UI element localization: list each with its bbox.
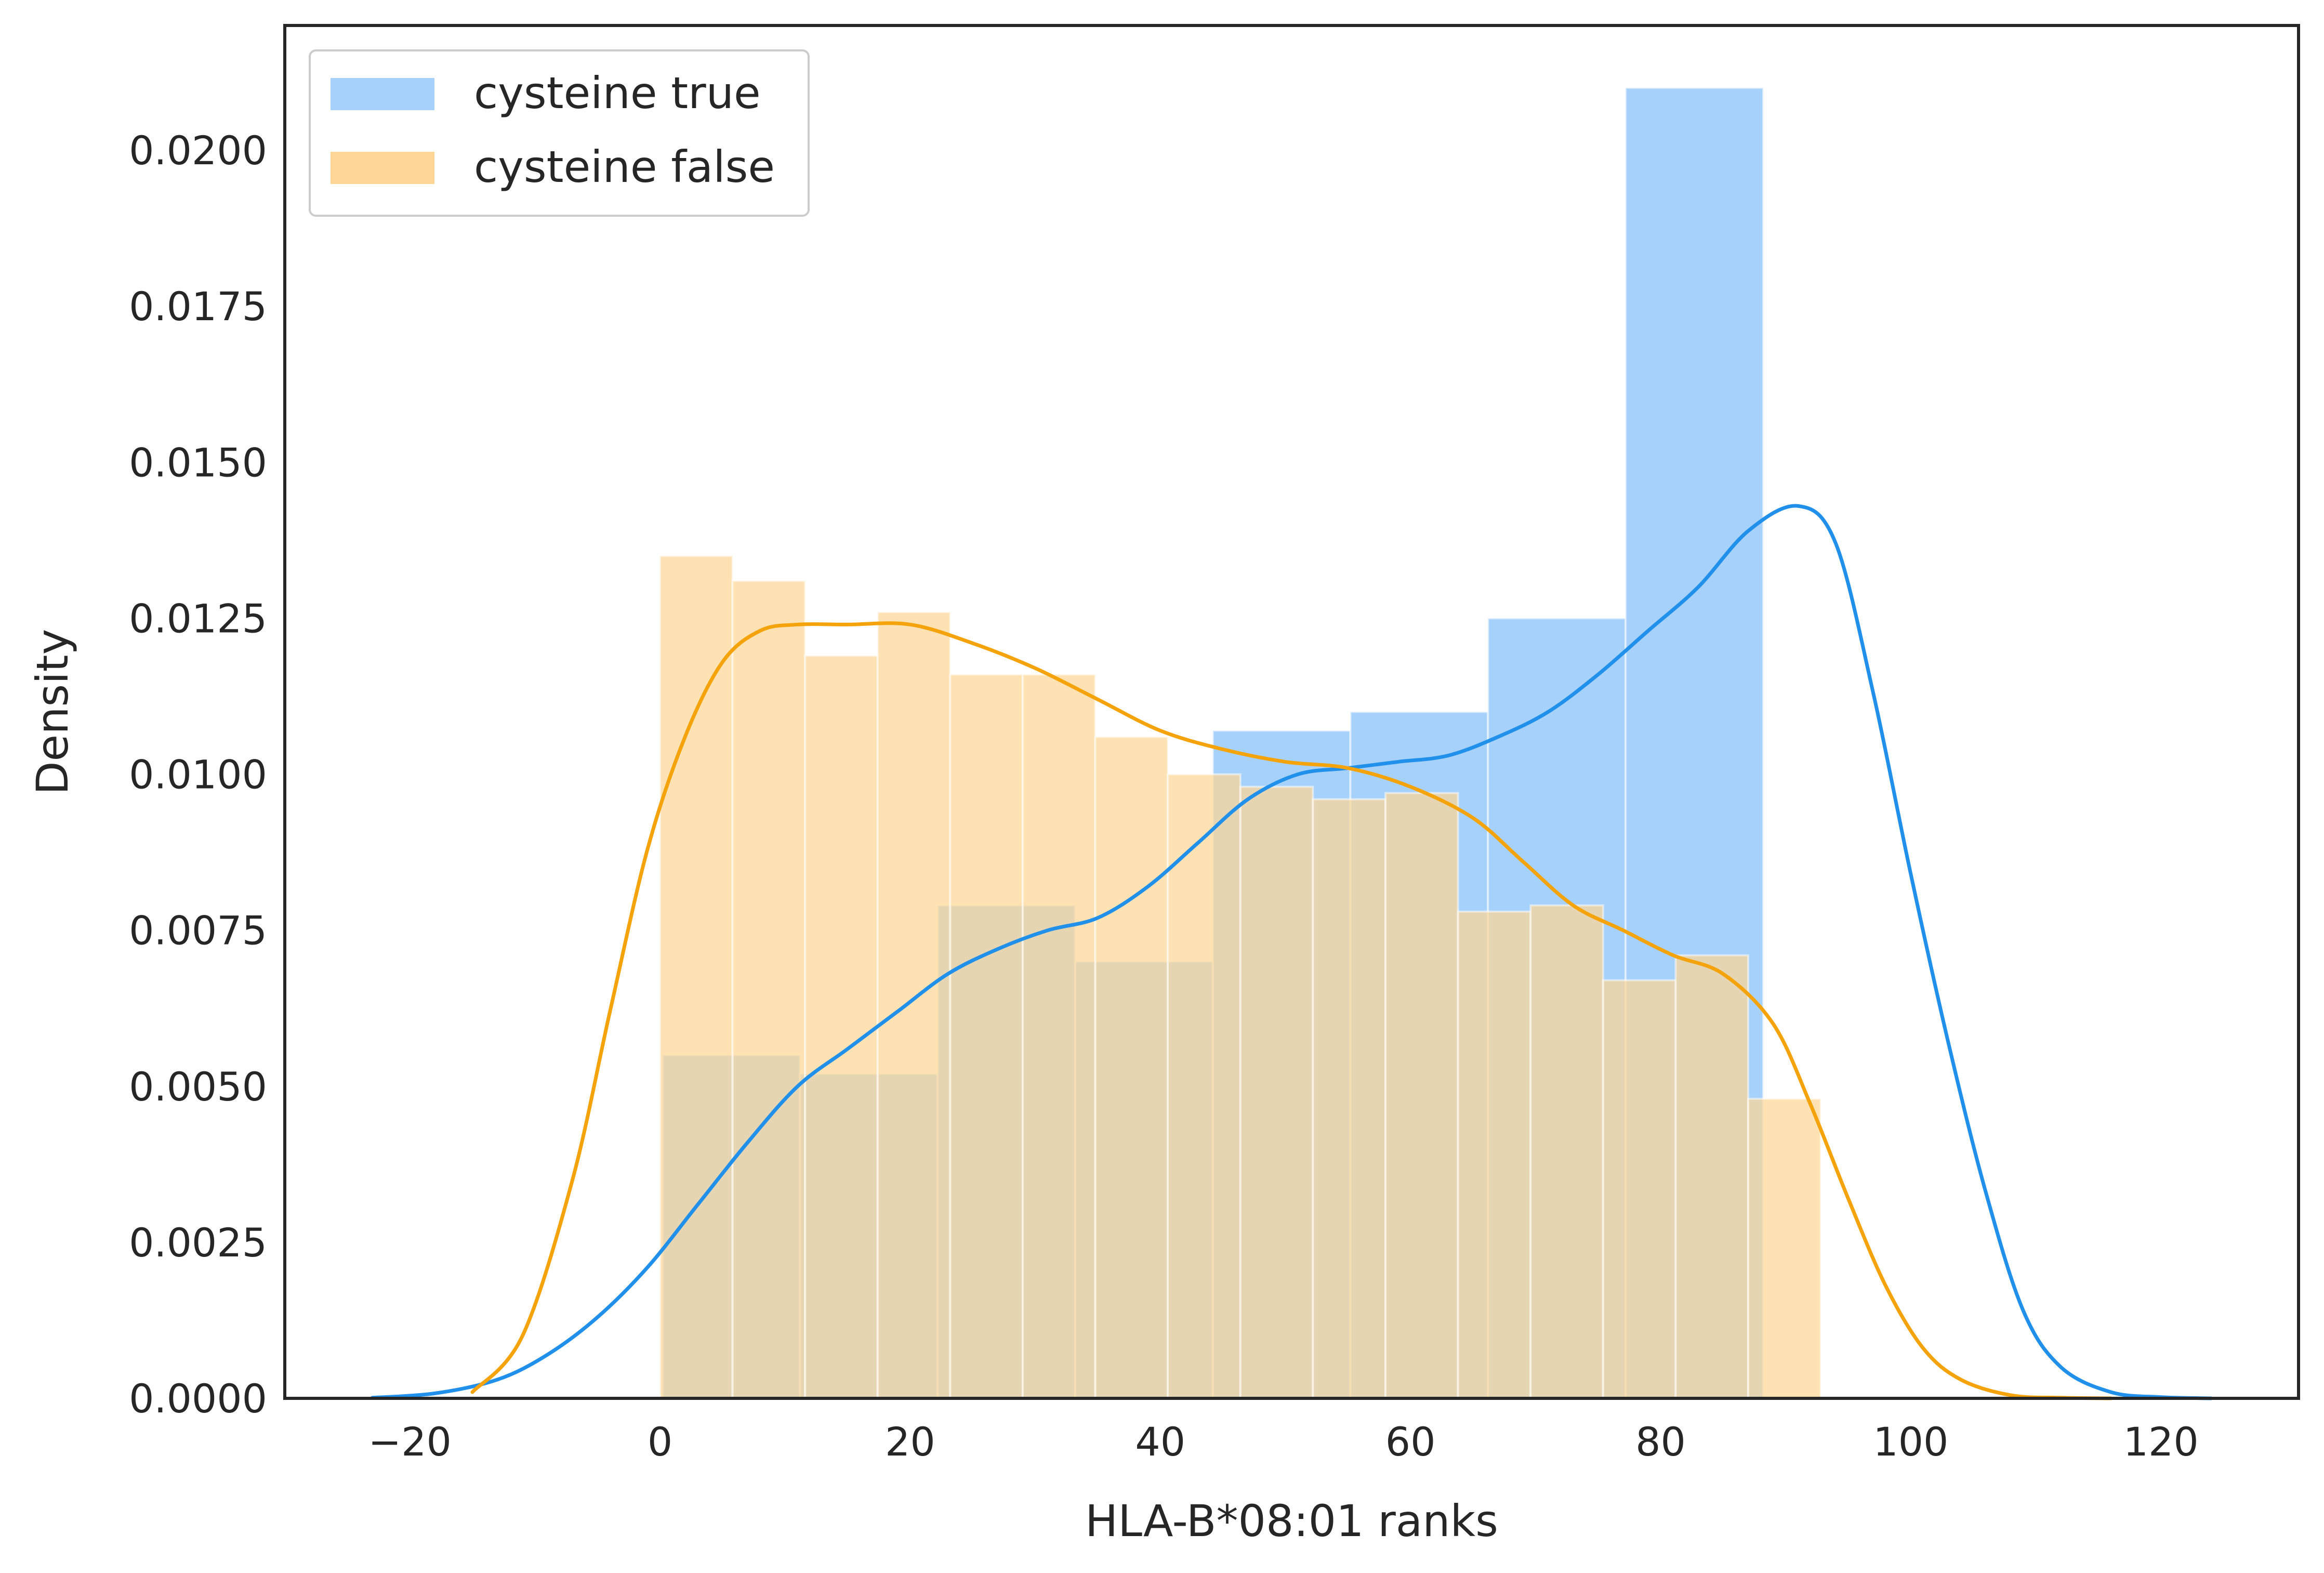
- legend-label-cysteine-true: cysteine true: [474, 68, 761, 119]
- axis-ticks: −20 0 20 40 60 80 100 120 0.0000 0.0025 0.0050 0.00…: [129, 127, 2199, 1465]
- hist-bar-cysteine-false: [804, 654, 879, 1399]
- hist-bar-cysteine-false: [1747, 1097, 1822, 1399]
- hist-bar-cysteine-false: [1239, 785, 1314, 1399]
- y-tick-label: 0.0000: [129, 1375, 267, 1422]
- kde-curves: [370, 504, 2213, 1400]
- x-tick-label: 20: [885, 1419, 935, 1465]
- y-tick-label: 0.0050: [129, 1064, 267, 1110]
- hist-bar-cysteine-false: [659, 555, 734, 1399]
- hist-bar-cysteine-false: [1384, 792, 1459, 1399]
- x-tick-label: 40: [1135, 1419, 1185, 1465]
- hist-bar-cysteine-false: [1602, 979, 1677, 1399]
- y-tick-label: 0.0175: [129, 283, 267, 330]
- x-tick-label: 80: [1635, 1419, 1686, 1465]
- hist-bar-cysteine-false: [1312, 798, 1387, 1399]
- y-axis-label: Density: [27, 629, 78, 795]
- legend-label-cysteine-false: cysteine false: [474, 141, 775, 192]
- hist-bar-cysteine-false: [1022, 673, 1097, 1399]
- legend-swatch-cysteine-true: [331, 78, 434, 110]
- y-tick-label: 0.0125: [129, 595, 267, 641]
- y-tick-label: 0.0025: [129, 1220, 267, 1266]
- kde-line-cysteine-false: [470, 621, 2113, 1400]
- kde-line-cysteine-true: [370, 504, 2213, 1400]
- hist-bar-cysteine-false: [949, 673, 1024, 1399]
- hist-bar-cysteine-false: [1094, 736, 1169, 1399]
- hist-bar-cysteine-false: [1529, 904, 1604, 1399]
- x-tick-label: 100: [1873, 1419, 1948, 1465]
- x-axis-label: HLA-B*08:01 ranks: [1085, 1496, 1498, 1546]
- x-tick-label: 120: [2123, 1419, 2199, 1465]
- plot-frame: [283, 24, 2300, 1400]
- y-tick-label: 0.0100: [129, 752, 267, 798]
- y-tick-label: 0.0075: [129, 908, 267, 954]
- y-tick-label: 0.0150: [129, 439, 267, 486]
- x-tick-label: 0: [648, 1419, 672, 1465]
- hist-bar-cysteine-false: [1167, 773, 1242, 1399]
- x-tick-label: 60: [1385, 1419, 1436, 1465]
- histogram-bars: [659, 87, 1822, 1400]
- hist-bar-cysteine-false: [1674, 954, 1749, 1399]
- legend: cysteine true cysteine false: [309, 49, 810, 217]
- hist-bar-cysteine-false: [731, 580, 807, 1399]
- y-tick-label: 0.0200: [129, 127, 267, 174]
- legend-swatch-cysteine-false: [331, 152, 434, 184]
- hist-bar-cysteine-false: [876, 611, 952, 1399]
- hist-bar-cysteine-false: [1457, 910, 1532, 1400]
- x-tick-label: −20: [368, 1419, 451, 1465]
